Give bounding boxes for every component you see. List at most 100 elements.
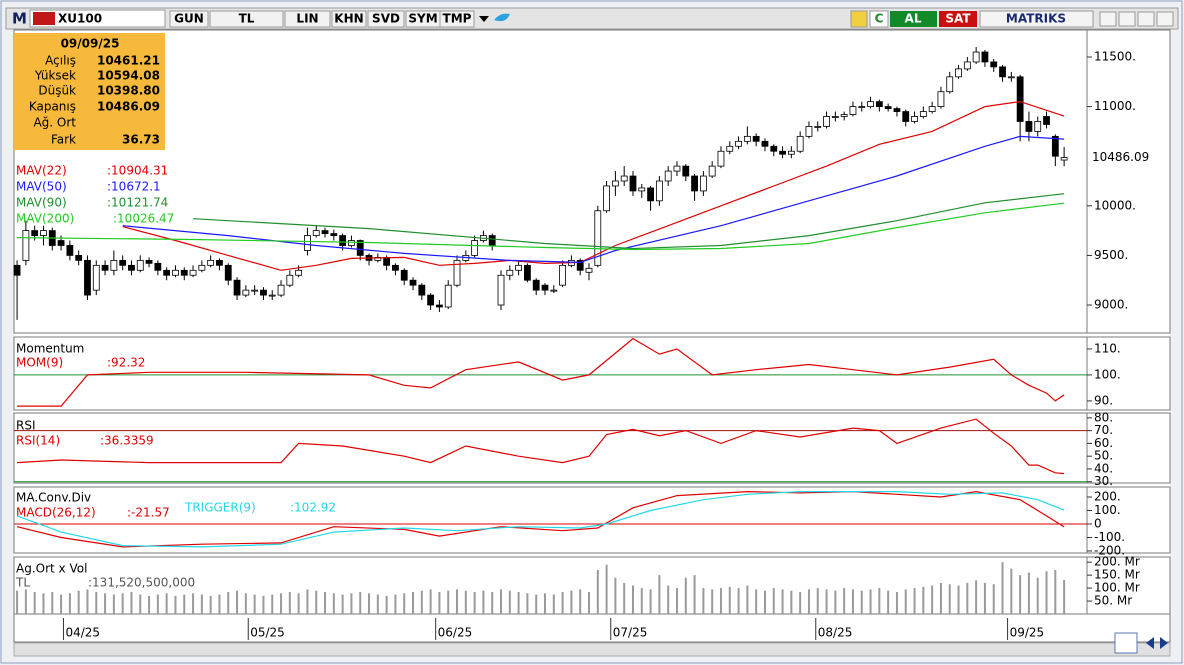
volume-bar xyxy=(535,594,538,614)
candle-body xyxy=(691,175,698,192)
toolbar-button-label: LIN xyxy=(296,12,318,26)
candle-body xyxy=(831,116,839,118)
scroll-left[interactable] xyxy=(1146,637,1154,649)
candle-body xyxy=(1025,121,1033,132)
volume-bar xyxy=(33,591,36,614)
candle-body xyxy=(128,264,135,271)
volume-bar xyxy=(1063,579,1066,614)
candle-body xyxy=(471,240,479,256)
volume-bar xyxy=(711,589,714,614)
candle-body xyxy=(515,264,523,271)
toolbar-button-label: SYM xyxy=(408,12,437,26)
candle-body xyxy=(119,259,127,266)
y-tick-label: 110. xyxy=(1094,341,1121,355)
volume-bar xyxy=(500,589,503,614)
window-close[interactable] xyxy=(1156,11,1174,27)
toolbar-button[interactable] xyxy=(439,10,475,28)
twitter-icon[interactable] xyxy=(494,13,510,22)
toolbar-button[interactable] xyxy=(367,10,405,28)
indicator-line xyxy=(16,491,1065,548)
buy-button[interactable] xyxy=(890,11,937,27)
volume-bar xyxy=(807,589,810,614)
y-tick-label: -100. xyxy=(1094,530,1125,544)
candle-body xyxy=(664,170,672,182)
candle-body xyxy=(717,150,725,167)
symbol-box[interactable] xyxy=(29,9,166,28)
volume-bar xyxy=(878,588,881,614)
volume-bar xyxy=(816,588,819,614)
candle-body xyxy=(752,135,760,142)
toolbar-button[interactable] xyxy=(169,10,209,28)
y-tick-label: 30. xyxy=(1094,474,1113,488)
toolbar-button-label: SVD xyxy=(372,12,400,26)
volume-bar xyxy=(1045,571,1048,614)
dropdown-arrow[interactable] xyxy=(479,16,489,22)
y-tick-label: 40. xyxy=(1094,461,1113,475)
volume-bar xyxy=(526,593,529,614)
y-tick-label: 100. xyxy=(1094,367,1121,381)
brand: MATRIKS xyxy=(1006,12,1066,26)
volume-bar xyxy=(403,593,406,614)
y-tick-label: 70. xyxy=(1094,423,1113,437)
info-label: Kapanış xyxy=(29,100,76,114)
volume-bar xyxy=(262,595,265,614)
symbol: XU100 xyxy=(58,12,102,26)
candle-body xyxy=(277,284,285,296)
volume-bar xyxy=(517,591,520,614)
scroll-right[interactable] xyxy=(1160,637,1168,649)
volume-bar xyxy=(825,589,828,614)
candle-body xyxy=(585,267,593,273)
panel-frame xyxy=(13,486,1171,554)
candle-body xyxy=(682,165,690,177)
candle-body xyxy=(400,269,408,281)
volume-bar xyxy=(24,589,27,614)
candle-body xyxy=(990,61,998,68)
volume-bar xyxy=(579,589,582,614)
volume-bar xyxy=(429,589,432,614)
volume-bar xyxy=(139,594,142,614)
sell-button[interactable] xyxy=(939,11,977,27)
candle-body xyxy=(603,185,610,212)
candle-body xyxy=(647,187,654,202)
volume-bar xyxy=(834,590,837,614)
volume-bar xyxy=(412,591,415,614)
volume-bar xyxy=(693,575,696,614)
window-maximize[interactable] xyxy=(1137,11,1155,27)
candle-body xyxy=(972,51,980,63)
candle-body xyxy=(638,187,646,192)
last-price-label: 10486.09 xyxy=(1092,150,1149,164)
x-tick-label: 09/25 xyxy=(1010,626,1045,640)
candle-body xyxy=(321,230,329,234)
volume-bar xyxy=(183,594,186,614)
panel-frame xyxy=(13,29,1171,334)
candle-body xyxy=(805,126,813,137)
legend-value: :131,520,500,000 xyxy=(88,576,195,590)
window-minimize[interactable] xyxy=(1118,11,1136,27)
sync-button[interactable] xyxy=(1114,632,1138,654)
candle-body xyxy=(629,175,637,192)
candle-body xyxy=(356,240,364,256)
volume-bar xyxy=(658,575,661,614)
indicator-line xyxy=(17,337,1065,407)
toolbar-button[interactable] xyxy=(331,10,367,28)
refresh-button[interactable] xyxy=(869,10,889,28)
volume-bar xyxy=(860,590,863,614)
volume-bar xyxy=(992,584,995,614)
candle-body xyxy=(75,255,83,261)
candle-body xyxy=(928,106,936,112)
y-tick-label: 80. xyxy=(1094,410,1113,424)
toolbar-button[interactable] xyxy=(284,10,331,28)
candle-body xyxy=(946,76,954,93)
scrollbar[interactable] xyxy=(13,642,1171,657)
toolbar-button[interactable] xyxy=(209,10,284,28)
candle-body xyxy=(304,235,311,251)
y-tick-label: 11000. xyxy=(1094,99,1136,113)
window-menu[interactable] xyxy=(1099,11,1117,27)
alert-icon[interactable] xyxy=(850,10,868,28)
volume-bar xyxy=(763,590,766,614)
volume-bar xyxy=(473,591,476,614)
candle-body xyxy=(840,114,848,117)
volume-bar xyxy=(684,577,687,614)
panel-frame xyxy=(13,412,1171,484)
